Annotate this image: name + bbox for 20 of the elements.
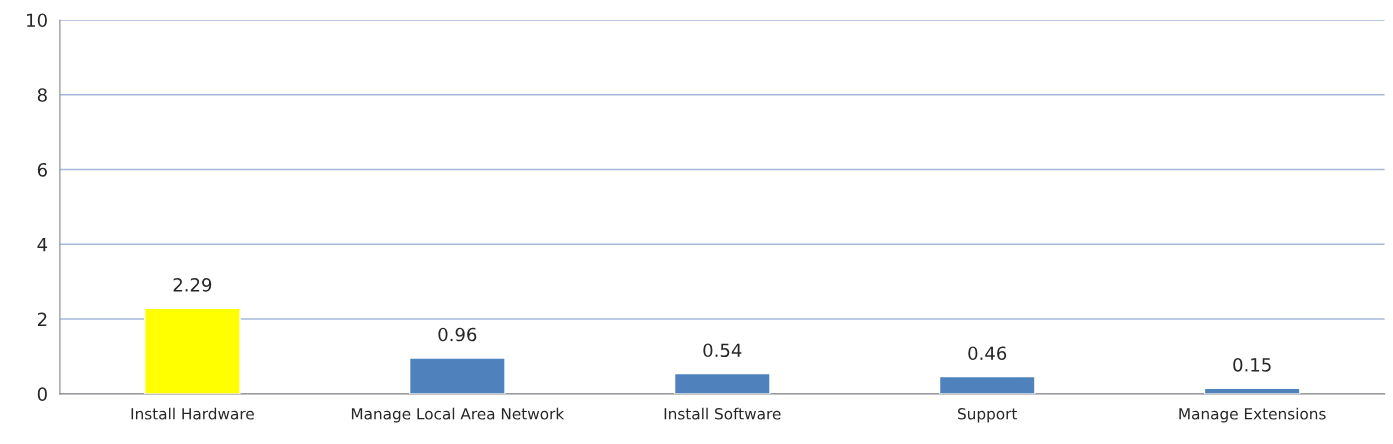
data-label: 0.46 xyxy=(968,346,1007,361)
data-label: 0.96 xyxy=(438,327,477,342)
data-label: 0.54 xyxy=(703,343,742,358)
data-label: 2.29 xyxy=(173,277,212,292)
y-tick-label: 2 xyxy=(37,312,47,326)
x-tick-label: Manage Local Area Network xyxy=(351,407,565,423)
y-tick-label: 6 xyxy=(37,162,47,177)
bar xyxy=(673,372,771,394)
x-tick-label: Install Hardware xyxy=(131,407,254,420)
y-tick-label: 0 xyxy=(37,387,47,401)
x-tick-label: Install Software xyxy=(664,407,781,420)
bar xyxy=(938,375,1036,394)
y-tick-label: 10 xyxy=(27,13,47,28)
bar xyxy=(408,357,506,394)
y-tick-label: 8 xyxy=(37,88,47,102)
x-tick-label: Manage Extensions xyxy=(1179,407,1326,423)
data-label: 0.15 xyxy=(1233,357,1271,372)
x-tick-label: Support xyxy=(958,407,1018,423)
y-tick-label: 4 xyxy=(37,237,48,252)
bar xyxy=(143,307,241,394)
